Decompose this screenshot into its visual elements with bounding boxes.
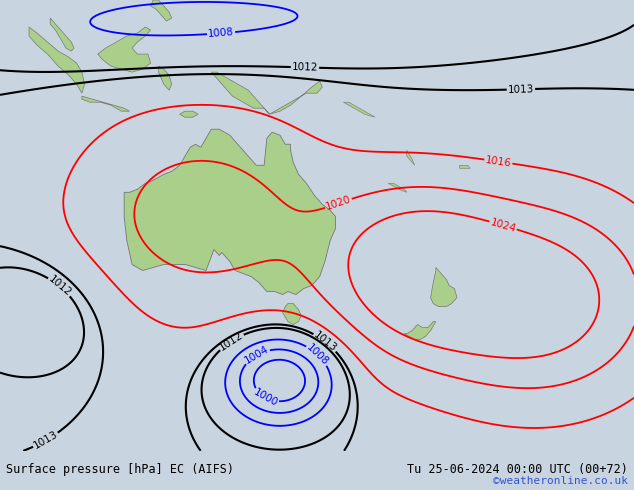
Text: 1000: 1000 <box>252 387 280 409</box>
Polygon shape <box>460 165 470 168</box>
Text: 1020: 1020 <box>325 195 353 212</box>
Polygon shape <box>98 27 150 72</box>
Polygon shape <box>269 81 322 114</box>
Polygon shape <box>344 102 375 117</box>
Text: Surface pressure [hPa] EC (AIFS): Surface pressure [hPa] EC (AIFS) <box>6 463 235 476</box>
Polygon shape <box>388 183 407 193</box>
Text: 1013: 1013 <box>508 84 534 95</box>
Text: 1013: 1013 <box>312 330 339 354</box>
Polygon shape <box>179 111 198 117</box>
Polygon shape <box>211 72 269 114</box>
Text: 1012: 1012 <box>217 330 245 353</box>
Text: 1004: 1004 <box>243 344 271 366</box>
Text: 1024: 1024 <box>489 217 517 234</box>
Polygon shape <box>124 129 335 294</box>
Text: 1008: 1008 <box>207 27 235 39</box>
Text: 1013: 1013 <box>32 429 60 451</box>
Polygon shape <box>283 303 301 324</box>
Polygon shape <box>150 0 172 21</box>
Polygon shape <box>50 18 74 51</box>
Text: ©weatheronline.co.uk: ©weatheronline.co.uk <box>493 476 628 486</box>
Text: 1008: 1008 <box>305 342 330 368</box>
Text: 1012: 1012 <box>46 274 73 299</box>
Text: 1012: 1012 <box>292 62 318 73</box>
Polygon shape <box>430 268 457 307</box>
Polygon shape <box>29 27 84 93</box>
Polygon shape <box>407 150 415 165</box>
Text: 1016: 1016 <box>484 155 512 169</box>
Text: Tu 25-06-2024 00:00 UTC (00+72): Tu 25-06-2024 00:00 UTC (00+72) <box>407 463 628 476</box>
Polygon shape <box>158 66 172 90</box>
Polygon shape <box>82 96 129 111</box>
Polygon shape <box>404 321 436 340</box>
